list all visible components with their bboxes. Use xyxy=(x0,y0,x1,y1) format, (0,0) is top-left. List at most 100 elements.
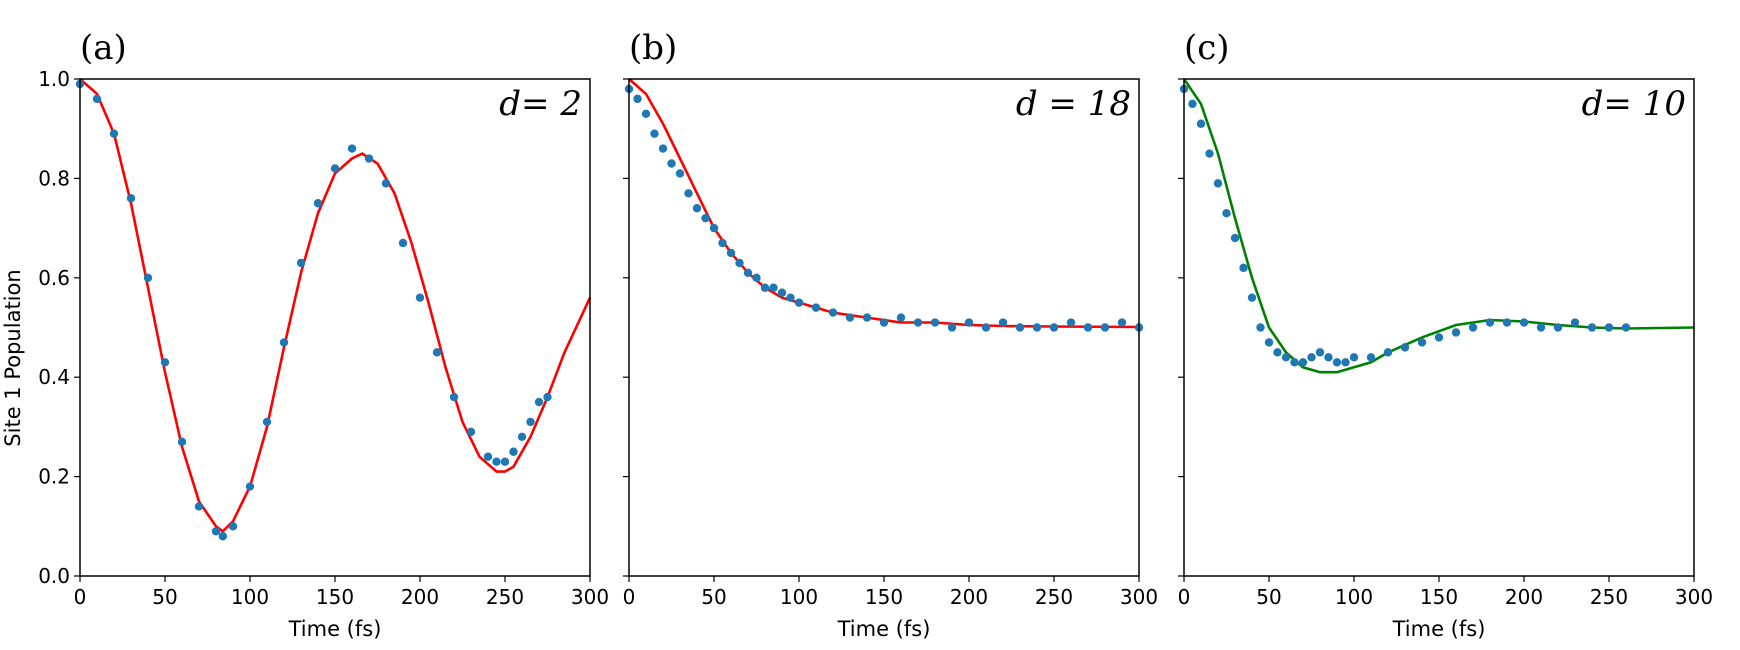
data-point xyxy=(862,313,872,322)
data-point xyxy=(398,238,408,248)
y-axis-title: Site 1 Population xyxy=(1,269,25,446)
data-point xyxy=(1117,318,1127,327)
data-point xyxy=(658,144,668,153)
data-point xyxy=(245,482,255,491)
data-point xyxy=(794,298,804,307)
x-tick-label: 0 xyxy=(623,585,636,609)
data-point xyxy=(1417,338,1427,347)
data-point xyxy=(1049,323,1059,332)
data-point xyxy=(735,258,744,268)
x-axis-title: Time (fs) xyxy=(288,617,382,641)
data-point xyxy=(313,199,323,208)
data-point xyxy=(701,213,710,223)
data-point xyxy=(1324,353,1333,362)
data-point xyxy=(143,273,153,282)
x-tick-label: 300 xyxy=(1675,585,1713,609)
data-point xyxy=(1247,293,1257,302)
x-axis-title: Time (fs) xyxy=(1392,617,1486,641)
x-tick-label: 150 xyxy=(316,585,354,609)
data-point xyxy=(543,392,552,402)
parameter-annotation: d= 10 xyxy=(1582,84,1686,124)
data-point xyxy=(1100,323,1110,332)
data-point xyxy=(1536,323,1546,332)
data-point xyxy=(879,318,889,327)
x-tick-label: 300 xyxy=(1120,585,1158,609)
data-point xyxy=(726,248,736,258)
data-point xyxy=(194,502,204,511)
x-tick-label: 100 xyxy=(780,585,818,609)
data-point xyxy=(1519,318,1529,327)
data-point xyxy=(92,94,102,104)
data-point xyxy=(330,164,340,173)
data-point xyxy=(1468,323,1478,332)
x-tick-label: 200 xyxy=(950,585,988,609)
data-point xyxy=(1213,179,1223,188)
data-point xyxy=(896,313,906,322)
data-point xyxy=(1188,99,1197,109)
data-point xyxy=(1264,338,1274,347)
chart-panel-0: 0 50 100 150 200 250 300 0.0 0.2 0.4 0.6 0.8 1.0 Time… xyxy=(38,28,609,641)
data-point xyxy=(786,293,795,302)
data-point xyxy=(279,338,289,347)
data-point xyxy=(752,273,761,282)
y-tick-label: 0.4 xyxy=(38,365,70,389)
data-point xyxy=(1066,318,1076,327)
data-point xyxy=(1083,323,1093,332)
chart-panel-2: 0 50 100 150 200 250 300 Time (fs) (c) d= 10 xyxy=(1178,28,1713,641)
data-point xyxy=(517,432,527,442)
data-point xyxy=(1341,358,1350,367)
data-point xyxy=(466,427,476,437)
data-point xyxy=(964,318,974,327)
data-point xyxy=(1366,353,1376,362)
data-point xyxy=(981,323,991,332)
x-tick-label: 100 xyxy=(231,585,269,609)
data-point xyxy=(509,447,518,456)
data-point xyxy=(1015,323,1025,332)
fit-line xyxy=(79,78,592,534)
data-point xyxy=(650,129,659,138)
data-point xyxy=(1205,149,1214,158)
data-point xyxy=(1332,358,1342,367)
data-point xyxy=(160,358,170,367)
data-point xyxy=(633,94,642,104)
data-point xyxy=(1349,353,1359,362)
x-tick-label: 50 xyxy=(701,585,726,609)
data-point xyxy=(1256,323,1265,332)
data-point xyxy=(1434,333,1444,342)
data-point xyxy=(415,293,425,302)
data-point xyxy=(1230,233,1240,243)
x-tick-label: 200 xyxy=(1505,585,1543,609)
x-tick-label: 150 xyxy=(1420,585,1458,609)
data-point xyxy=(492,457,501,466)
data-point xyxy=(684,189,693,198)
panel-label: (c) xyxy=(1184,28,1230,68)
data-point xyxy=(947,323,957,332)
data-point xyxy=(760,283,770,292)
data-point xyxy=(930,318,940,327)
y-tick-label: 0.6 xyxy=(38,266,70,290)
data-point xyxy=(211,527,221,536)
data-point xyxy=(692,204,702,213)
x-tick-label: 150 xyxy=(865,585,903,609)
data-point xyxy=(1315,348,1325,357)
data-point xyxy=(718,238,727,248)
x-tick-label: 0 xyxy=(74,585,87,609)
data-point xyxy=(641,109,651,118)
data-point xyxy=(526,417,535,427)
data-point xyxy=(296,258,306,268)
chart-panel-1: 0 50 100 150 200 250 300 Time (fs) (b) d = 18 xyxy=(623,28,1158,641)
data-point xyxy=(109,129,119,138)
data-point xyxy=(1553,323,1563,332)
x-axis-title: Time (fs) xyxy=(837,617,931,641)
y-tick-label: 0.2 xyxy=(38,465,70,489)
data-point xyxy=(1502,318,1512,327)
data-point xyxy=(449,392,459,402)
x-tick-label: 50 xyxy=(152,585,177,609)
data-point xyxy=(1307,353,1316,362)
data-point xyxy=(845,313,855,322)
y-tick-label: 1.0 xyxy=(38,67,70,91)
data-point xyxy=(1281,353,1291,362)
y-tick-label: 0.0 xyxy=(38,564,70,588)
data-point xyxy=(1621,323,1631,332)
